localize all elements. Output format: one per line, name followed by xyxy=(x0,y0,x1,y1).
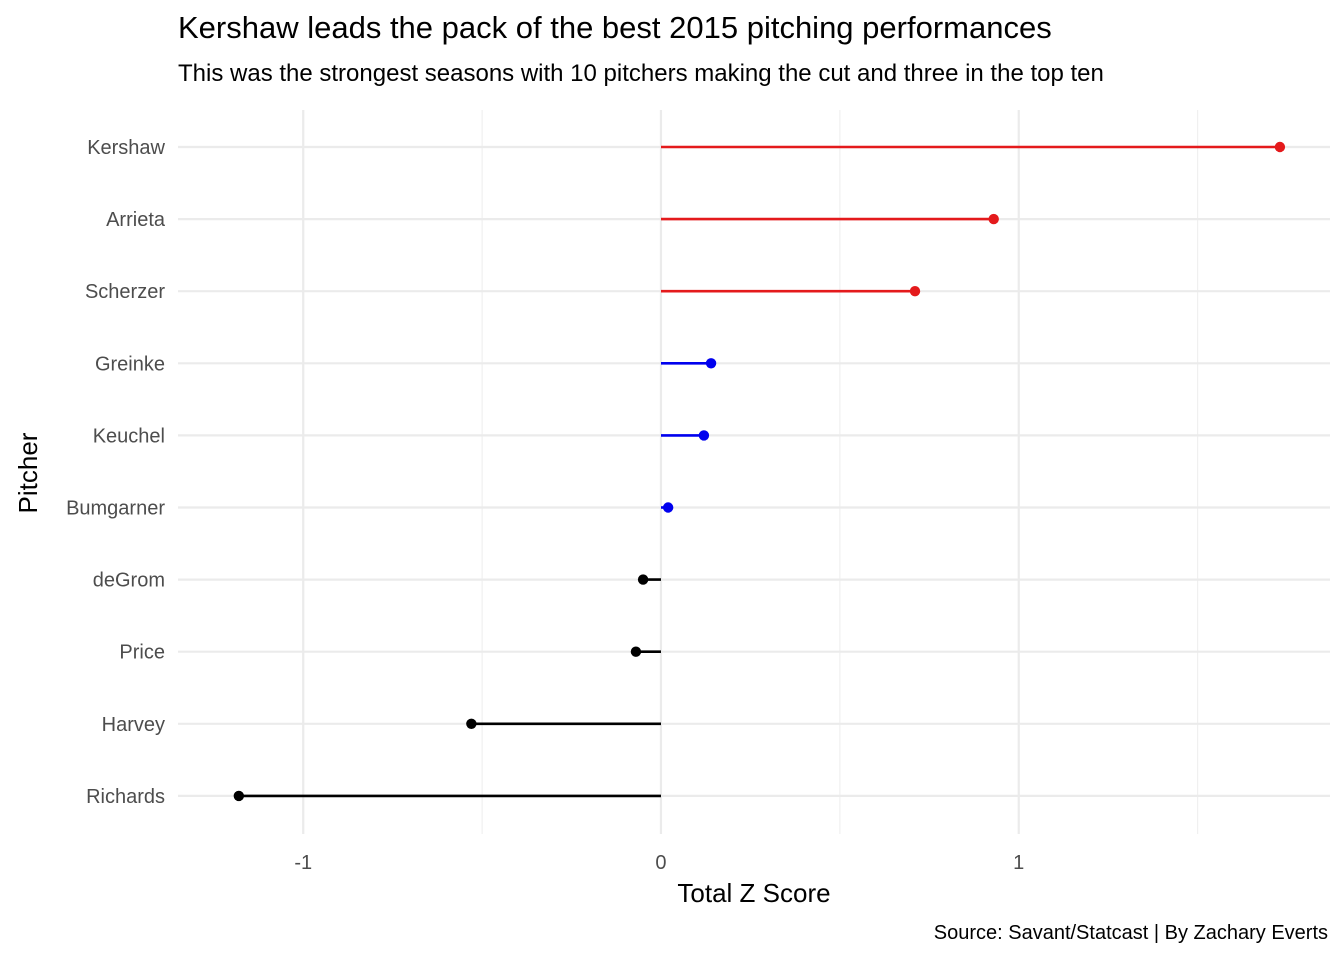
x-tick-label: 0 xyxy=(655,852,666,874)
y-tick-label: Keuchel xyxy=(93,425,165,447)
x-tick-label: -1 xyxy=(294,852,312,874)
x-axis-title: Total Z Score xyxy=(677,878,830,908)
y-tick-label: Richards xyxy=(86,786,165,808)
chart-title: Kershaw leads the pack of the best 2015 … xyxy=(178,10,1052,45)
y-tick-label: deGrom xyxy=(93,570,165,592)
y-axis-title: Pitcher xyxy=(13,432,43,513)
y-tick-labels: Kershaw Arrieta Scherzer Greinke Keuchel Bumg… xyxy=(66,137,166,808)
x-tick-labels: -1 0 1 xyxy=(294,852,1024,874)
lollipop-point-degrom xyxy=(637,574,649,585)
chart-marks xyxy=(233,141,1286,802)
lollipop-point-price xyxy=(630,646,642,657)
y-tick-label: Harvey xyxy=(102,714,165,736)
y-tick-label: Bumgarner xyxy=(66,498,165,520)
lollipop-point-scherzer xyxy=(909,286,921,297)
y-tick-label: Kershaw xyxy=(87,137,165,159)
y-tick-label: Scherzer xyxy=(85,281,165,303)
lollipop-point-keuchel xyxy=(698,430,710,441)
lollipop-point-kershaw xyxy=(1274,141,1286,153)
y-tick-label: Arrieta xyxy=(106,209,166,231)
x-tick-label: 1 xyxy=(1013,852,1024,874)
lollipop-point-harvey xyxy=(466,718,477,729)
y-tick-label: Greinke xyxy=(95,353,165,375)
lollipop-point-bumgarner xyxy=(662,502,674,513)
lollipop-point-arrieta xyxy=(988,213,999,225)
lollipop-point-greinke xyxy=(705,358,717,369)
y-tick-label: Price xyxy=(119,642,165,664)
chart-caption: Source: Savant/Statcast | By Zachary Eve… xyxy=(933,922,1328,944)
lollipop-point-richards xyxy=(233,790,245,802)
chart-subtitle: This was the strongest seasons with 10 p… xyxy=(178,60,1104,87)
